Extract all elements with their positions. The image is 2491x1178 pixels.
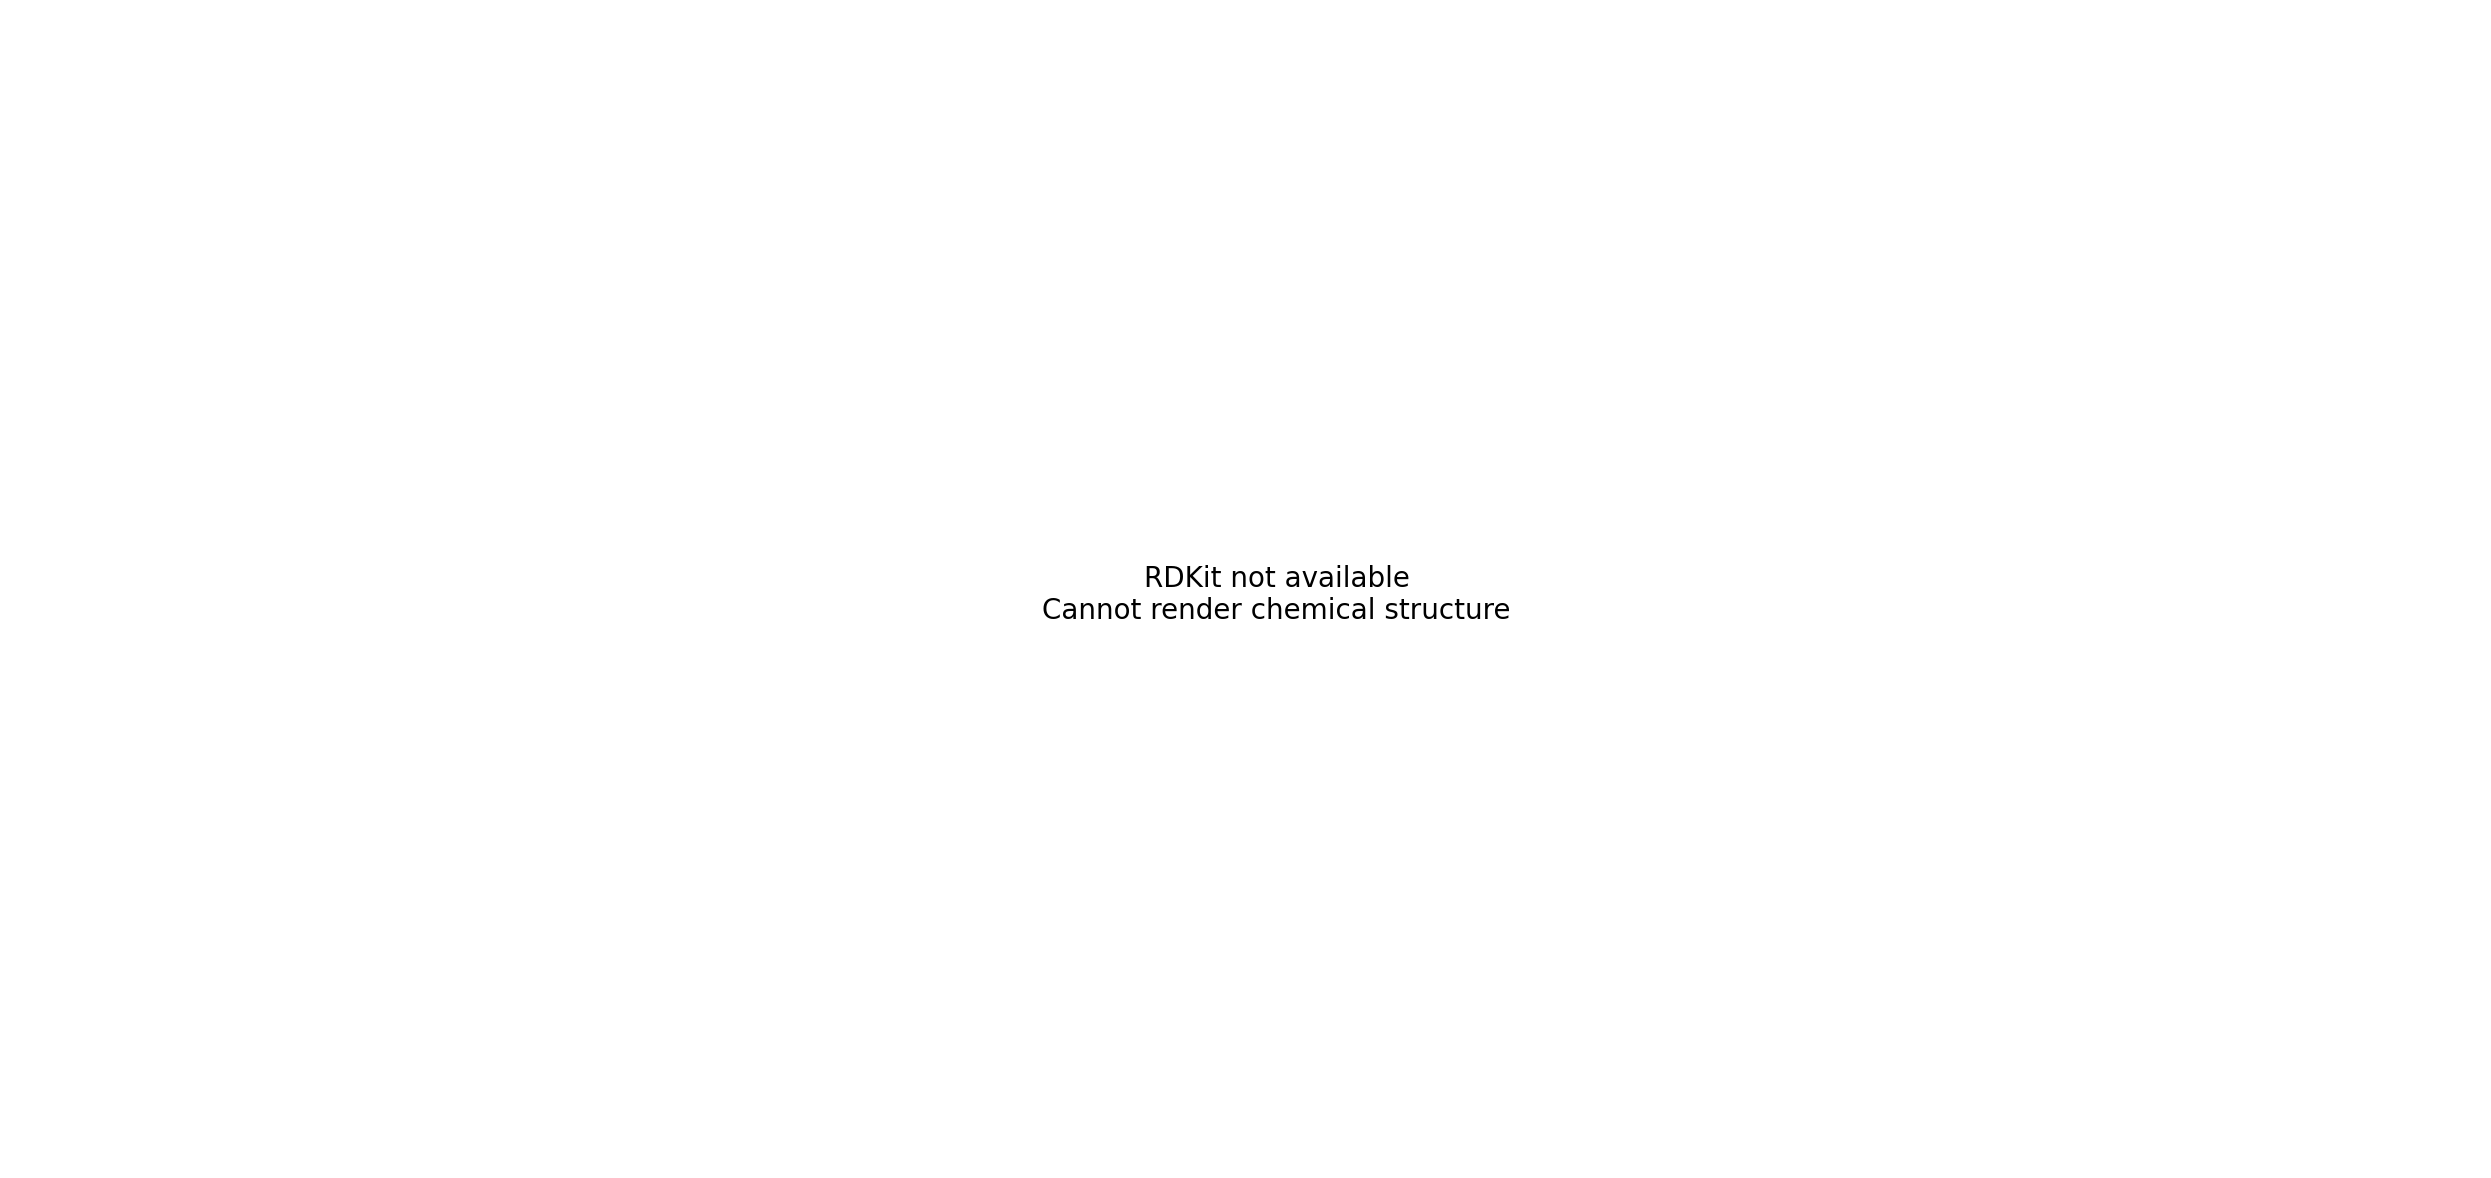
Text: RDKit not available
Cannot render chemical structure: RDKit not available Cannot render chemic… [1041, 564, 1512, 626]
